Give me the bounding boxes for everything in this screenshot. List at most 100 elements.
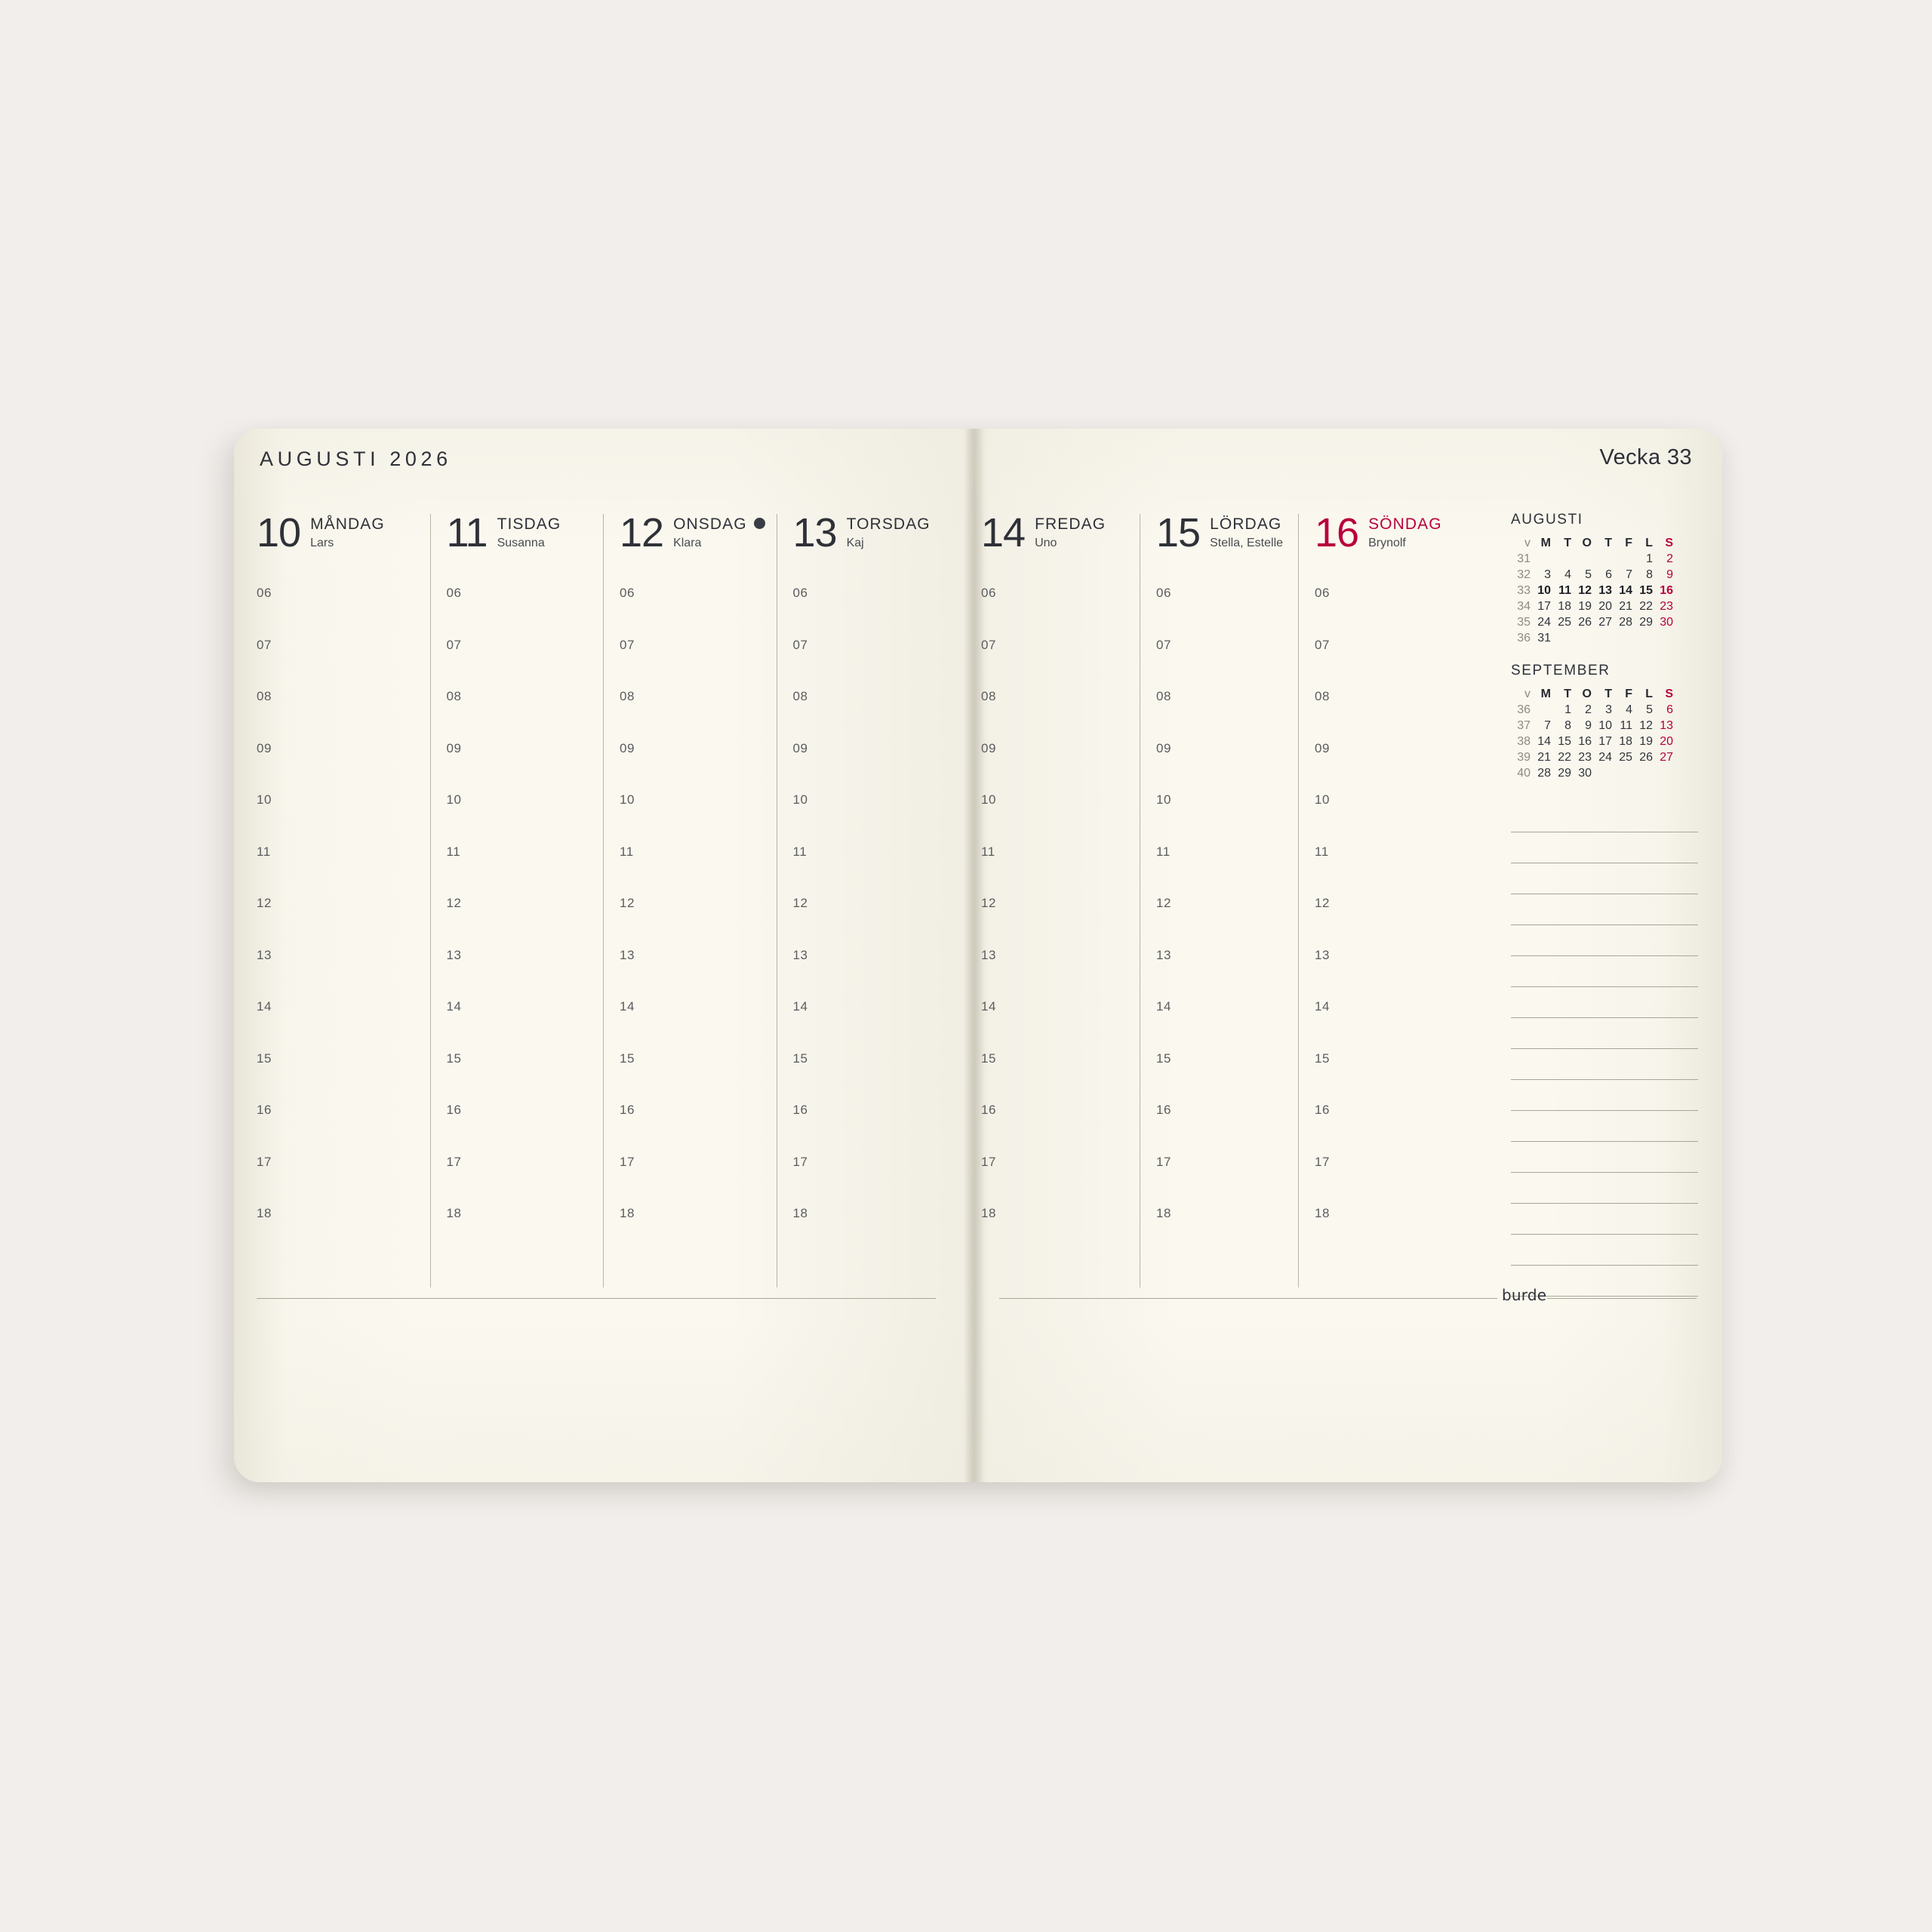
mini-calendar-week-row[interactable]: 34 17 18 19 20 21 22 23 — [1511, 598, 1674, 614]
hour-slot-06[interactable]: 06 — [1315, 586, 1331, 600]
hour-slot-18[interactable]: 18 — [792, 1206, 808, 1220]
mini-calendar-day-cell[interactable]: 1 — [1646, 552, 1653, 565]
hour-slot-11[interactable]: 11 — [620, 844, 634, 859]
hour-slot-11[interactable]: 11 — [446, 844, 461, 859]
hour-slot-07[interactable]: 07 — [446, 637, 462, 652]
mini-calendar-day-cell[interactable]: 4 — [1564, 568, 1571, 581]
hour-slot-09[interactable]: 09 — [1315, 740, 1331, 755]
mini-calendar-day-cell[interactable] — [1592, 551, 1613, 567]
day-column-10[interactable]: 10 MÅNDAG Lars 06 07 08 09 10 11 12 13 14 15 16 17 18 — [257, 512, 430, 1287]
mini-calendar-day-cell[interactable]: 26 — [1578, 616, 1592, 629]
mini-calendar-day-cell[interactable] — [1654, 765, 1674, 781]
mini-calendar-week-row[interactable]: 38 14 15 16 17 18 19 20 — [1511, 734, 1674, 749]
hour-slot-16[interactable]: 16 — [620, 1103, 635, 1117]
mini-calendar-day-cell[interactable]: 17 — [1537, 600, 1551, 613]
hour-slot-17[interactable]: 17 — [792, 1154, 808, 1169]
mini-calendar-day-cell[interactable]: 24 — [1537, 616, 1551, 629]
mini-calendar-day-cell[interactable]: 20 — [1660, 735, 1673, 748]
mini-calendar-day-cell[interactable] — [1592, 630, 1613, 646]
mini-calendar-day-cell[interactable]: 28 — [1537, 767, 1551, 780]
mini-calendar-day-cell[interactable] — [1633, 765, 1654, 781]
mini-calendar-day-cell[interactable]: 21 — [1619, 600, 1632, 613]
hour-slot-07[interactable]: 07 — [1156, 637, 1172, 652]
note-line[interactable] — [1511, 1172, 1698, 1173]
mini-calendar-week-row[interactable]: 37 7 8 9 10 11 12 13 — [1511, 718, 1674, 734]
mini-calendar-day-cell[interactable]: 23 — [1660, 600, 1673, 613]
mini-calendar-day-cell[interactable] — [1613, 551, 1633, 567]
hour-slot-13[interactable]: 13 — [446, 947, 462, 962]
mini-calendar-day-cell[interactable]: 14 — [1619, 584, 1632, 597]
hour-slot-09[interactable]: 09 — [1156, 740, 1172, 755]
hour-slot-15[interactable]: 15 — [792, 1051, 808, 1066]
mini-calendar-day-cell[interactable]: 28 — [1619, 616, 1632, 629]
day-column-16[interactable]: 16 SÖNDAG Brynolf 06 07 08 09 10 11 12 13 14 15 16 17 1… — [1298, 512, 1457, 1287]
notes-lines-area[interactable] — [1511, 832, 1698, 1327]
mini-calendar-day-cell[interactable]: 9 — [1585, 719, 1592, 732]
mini-calendar-day-cell[interactable] — [1613, 630, 1633, 646]
mini-calendar-day-cell[interactable]: 27 — [1660, 751, 1673, 764]
mini-calendar-day-cell[interactable]: 9 — [1666, 568, 1673, 581]
hour-slot-18[interactable]: 18 — [1156, 1206, 1172, 1220]
hour-slot-13[interactable]: 13 — [1156, 947, 1172, 962]
hour-slot-06[interactable]: 06 — [1156, 586, 1172, 600]
mini-calendar-day-cell[interactable]: 5 — [1646, 703, 1653, 716]
mini-calendar-day-cell[interactable] — [1592, 765, 1613, 781]
hour-slot-15[interactable]: 15 — [981, 1051, 997, 1066]
hour-slot-15[interactable]: 15 — [1156, 1051, 1172, 1066]
mini-calendar-day-cell[interactable]: 25 — [1619, 751, 1632, 764]
mini-calendar-day-cell[interactable]: 2 — [1585, 703, 1592, 716]
mini-calendar-day-cell[interactable]: 12 — [1639, 719, 1653, 732]
day-column-13[interactable]: 13 TORSDAG Kaj 06 07 08 09 10 11 12 13 14 15 16 17 18 — [776, 512, 950, 1287]
mini-calendar-day-cell[interactable]: 29 — [1558, 767, 1571, 780]
hour-slot-06[interactable]: 06 — [981, 586, 997, 600]
mini-calendar-day-cell[interactable]: 22 — [1558, 751, 1571, 764]
hour-slot-10[interactable]: 10 — [1315, 792, 1331, 807]
hour-slot-07[interactable]: 07 — [620, 637, 635, 652]
hour-slot-10[interactable]: 10 — [981, 792, 997, 807]
note-line[interactable] — [1511, 1203, 1698, 1204]
mini-calendar-day-cell[interactable]: 24 — [1598, 751, 1612, 764]
hour-slot-10[interactable]: 10 — [792, 792, 808, 807]
mini-calendar-day-cell[interactable]: 8 — [1646, 568, 1653, 581]
note-line[interactable] — [1511, 924, 1698, 925]
hour-slot-08[interactable]: 08 — [981, 689, 997, 703]
mini-calendar-day-cell[interactable]: 1 — [1564, 703, 1571, 716]
mini-calendar-week-row[interactable]: 33 10 11 12 13 14 15 16 — [1511, 583, 1674, 598]
hour-slot-13[interactable]: 13 — [620, 947, 635, 962]
mini-calendar-day-cell[interactable] — [1572, 630, 1592, 646]
mini-calendar-day-cell[interactable]: 4 — [1626, 703, 1632, 716]
mini-calendar-day-cell[interactable]: 11 — [1620, 719, 1632, 732]
hour-slot-07[interactable]: 07 — [257, 637, 272, 652]
hour-slot-11[interactable]: 11 — [792, 844, 808, 859]
mini-calendar-day-cell[interactable]: 16 — [1660, 584, 1673, 597]
hour-slot-14[interactable]: 14 — [620, 999, 635, 1014]
day-column-12[interactable]: 12 ONSDAG Klara 06 07 08 09 10 11 12 13 14 15 16 17 18 — [603, 512, 777, 1287]
hour-slot-12[interactable]: 12 — [446, 896, 462, 910]
hour-slot-07[interactable]: 07 — [1315, 637, 1331, 652]
note-line[interactable] — [1511, 986, 1698, 987]
note-line[interactable] — [1511, 1296, 1698, 1297]
hour-slot-11[interactable]: 11 — [1156, 844, 1171, 859]
mini-calendar-day-cell[interactable]: 18 — [1619, 735, 1632, 748]
hour-slot-15[interactable]: 15 — [1315, 1051, 1331, 1066]
hour-slot-09[interactable]: 09 — [257, 740, 272, 755]
mini-calendar-day-cell[interactable]: 10 — [1537, 584, 1551, 597]
mini-calendar-day-cell[interactable]: 25 — [1558, 616, 1571, 629]
note-line[interactable] — [1511, 1017, 1698, 1018]
hour-slot-08[interactable]: 08 — [446, 689, 462, 703]
hour-slot-10[interactable]: 10 — [1156, 792, 1172, 807]
hour-slot-08[interactable]: 08 — [1156, 689, 1172, 703]
hour-slot-17[interactable]: 17 — [1156, 1154, 1172, 1169]
hour-slot-07[interactable]: 07 — [792, 637, 808, 652]
note-line[interactable] — [1511, 1265, 1698, 1266]
mini-calendar-day-cell[interactable]: 14 — [1537, 735, 1551, 748]
hour-slot-09[interactable]: 09 — [620, 740, 635, 755]
mini-calendar-day-cell[interactable] — [1552, 551, 1572, 567]
hour-slot-16[interactable]: 16 — [792, 1103, 808, 1117]
hour-slot-13[interactable]: 13 — [1315, 947, 1331, 962]
mini-calendar-day-cell[interactable]: 13 — [1660, 719, 1673, 732]
day-column-11[interactable]: 11 TISDAG Susanna 06 07 08 09 10 11 12 13 14 15 16 17 1… — [429, 512, 604, 1287]
hour-slot-08[interactable]: 08 — [1315, 689, 1331, 703]
mini-calendar-day-cell[interactable]: 12 — [1578, 584, 1592, 597]
mini-calendar-day-cell[interactable] — [1633, 630, 1654, 646]
